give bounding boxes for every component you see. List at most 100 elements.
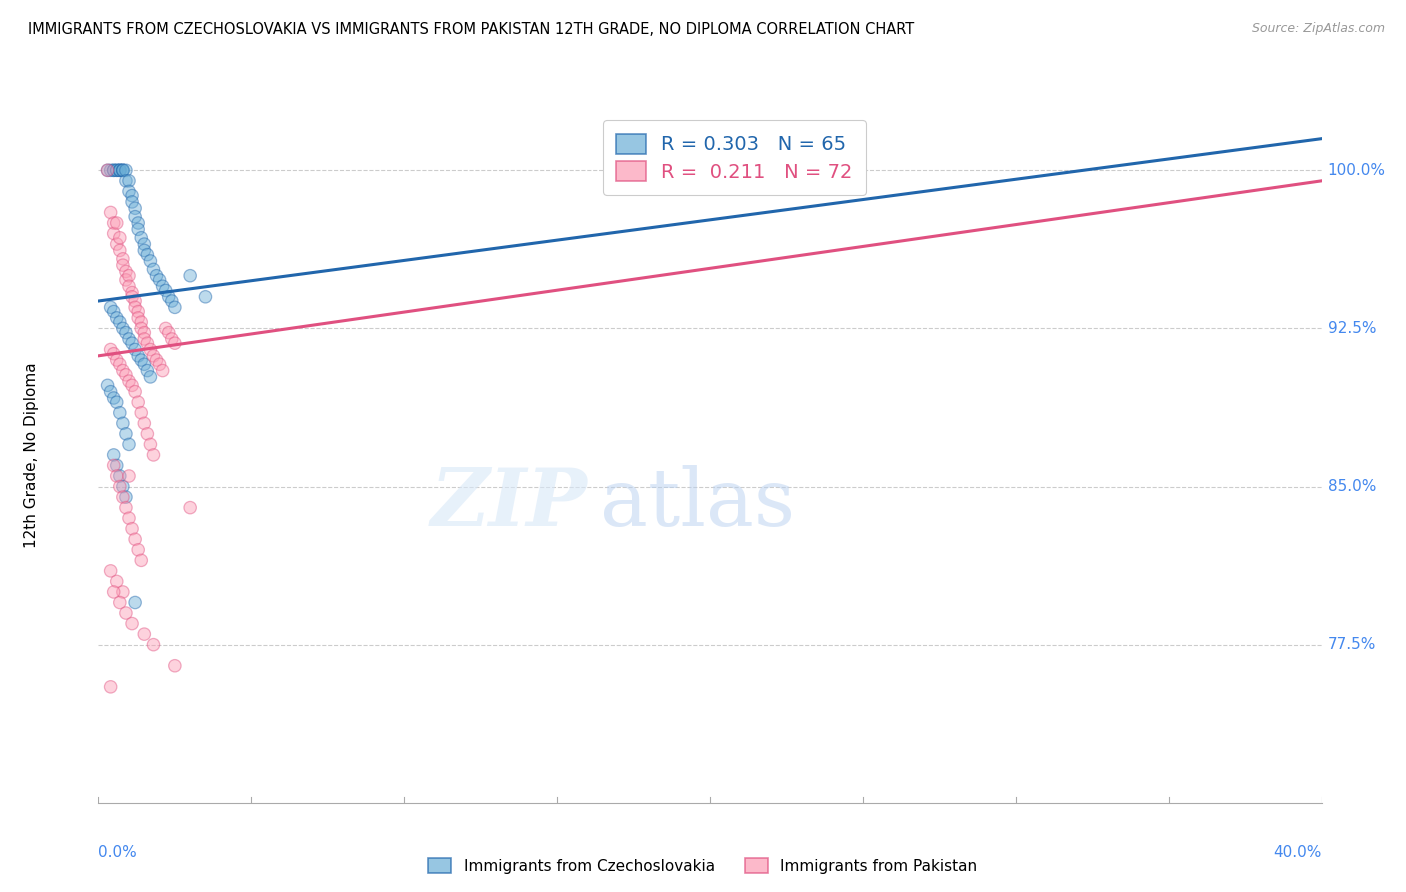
- Point: [127, 310, 149, 325]
- Point: [121, 188, 143, 202]
- Text: 100.0%: 100.0%: [1327, 163, 1386, 178]
- Point: [111, 490, 134, 504]
- Point: [115, 326, 138, 340]
- Text: ZIP: ZIP: [430, 465, 588, 542]
- Point: [127, 216, 149, 230]
- Point: [136, 247, 159, 261]
- Point: [139, 343, 162, 357]
- Point: [163, 301, 186, 315]
- Point: [145, 353, 167, 368]
- Point: [100, 343, 122, 357]
- Point: [111, 417, 134, 431]
- Point: [134, 326, 156, 340]
- Point: [103, 448, 125, 462]
- Point: [134, 237, 156, 252]
- Point: [115, 606, 138, 620]
- Point: [134, 244, 156, 258]
- Point: [129, 353, 152, 368]
- Point: [103, 163, 125, 178]
- Point: [160, 332, 183, 346]
- Point: [124, 384, 146, 399]
- Point: [134, 627, 156, 641]
- Point: [149, 357, 172, 371]
- Text: 92.5%: 92.5%: [1327, 321, 1376, 336]
- Text: atlas: atlas: [600, 465, 794, 542]
- Point: [105, 216, 128, 230]
- Point: [111, 258, 134, 272]
- Text: 12th Grade, No Diploma: 12th Grade, No Diploma: [24, 362, 38, 548]
- Point: [124, 595, 146, 609]
- Point: [129, 321, 152, 335]
- Point: [136, 336, 159, 351]
- Point: [139, 437, 162, 451]
- Point: [115, 163, 138, 178]
- Point: [97, 378, 120, 392]
- Point: [115, 174, 138, 188]
- Point: [105, 574, 128, 589]
- Point: [115, 500, 138, 515]
- Text: Source: ZipAtlas.com: Source: ZipAtlas.com: [1251, 22, 1385, 36]
- Point: [105, 469, 128, 483]
- Point: [105, 237, 128, 252]
- Point: [111, 163, 134, 178]
- Point: [105, 353, 128, 368]
- Point: [134, 357, 156, 371]
- Point: [124, 343, 146, 357]
- Point: [108, 357, 131, 371]
- Point: [111, 363, 134, 377]
- Point: [121, 285, 143, 300]
- Point: [121, 336, 143, 351]
- Point: [100, 384, 122, 399]
- Text: 40.0%: 40.0%: [1274, 845, 1322, 860]
- Text: 0.0%: 0.0%: [98, 845, 138, 860]
- Point: [127, 349, 149, 363]
- Point: [157, 326, 180, 340]
- Text: 77.5%: 77.5%: [1327, 637, 1376, 652]
- Point: [134, 417, 156, 431]
- Legend: R = 0.303   N = 65, R =  0.211   N = 72: R = 0.303 N = 65, R = 0.211 N = 72: [603, 120, 866, 195]
- Text: IMMIGRANTS FROM CZECHOSLOVAKIA VS IMMIGRANTS FROM PAKISTAN 12TH GRADE, NO DIPLOM: IMMIGRANTS FROM CZECHOSLOVAKIA VS IMMIGR…: [28, 22, 914, 37]
- Point: [118, 268, 141, 283]
- Point: [127, 395, 149, 409]
- Point: [121, 194, 143, 209]
- Point: [142, 448, 165, 462]
- Point: [124, 201, 146, 215]
- Point: [155, 284, 177, 298]
- Point: [103, 458, 125, 473]
- Point: [97, 163, 120, 178]
- Point: [97, 163, 120, 178]
- Point: [121, 522, 143, 536]
- Point: [105, 310, 128, 325]
- Point: [124, 533, 146, 547]
- Point: [118, 469, 141, 483]
- Point: [111, 252, 134, 266]
- Point: [105, 163, 128, 178]
- Point: [118, 279, 141, 293]
- Point: [111, 321, 134, 335]
- Point: [142, 349, 165, 363]
- Point: [124, 293, 146, 308]
- Point: [108, 231, 131, 245]
- Point: [152, 279, 174, 293]
- Point: [108, 163, 131, 178]
- Point: [145, 268, 167, 283]
- Point: [100, 205, 122, 219]
- Point: [127, 542, 149, 557]
- Point: [139, 370, 162, 384]
- Point: [111, 163, 134, 178]
- Point: [115, 490, 138, 504]
- Point: [115, 368, 138, 382]
- Point: [118, 437, 141, 451]
- Point: [134, 332, 156, 346]
- Point: [111, 479, 134, 493]
- Point: [152, 363, 174, 377]
- Point: [121, 378, 143, 392]
- Point: [179, 268, 201, 283]
- Point: [108, 479, 131, 493]
- Point: [136, 363, 159, 377]
- Point: [100, 301, 122, 315]
- Point: [142, 638, 165, 652]
- Point: [121, 290, 143, 304]
- Point: [115, 264, 138, 278]
- Point: [194, 290, 217, 304]
